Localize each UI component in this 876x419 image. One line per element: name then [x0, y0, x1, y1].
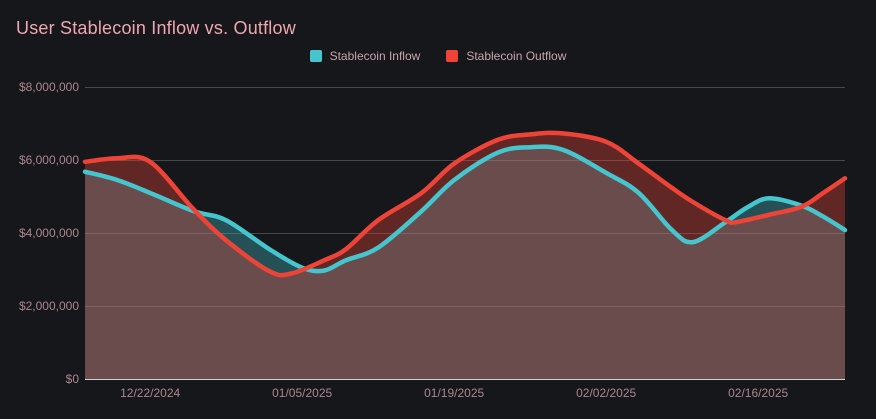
y-tick-label: $6,000,000 — [18, 153, 79, 167]
inflow-area — [85, 146, 845, 379]
x-tick-label: 01/19/2025 — [424, 386, 485, 400]
legend-item-inflow[interactable]: Stablecoin Inflow — [309, 49, 421, 63]
y-tick-label: $0 — [65, 372, 79, 386]
y-gridline — [85, 305, 845, 307]
x-axis-line — [85, 378, 845, 380]
x-tick-label: 01/05/2025 — [272, 386, 333, 400]
y-gridline — [85, 159, 845, 161]
legend-label-inflow: Stablecoin Inflow — [329, 49, 421, 63]
chart-legend: Stablecoin Inflow Stablecoin Outflow — [0, 49, 876, 63]
x-tick-label: 02/02/2025 — [576, 386, 637, 400]
y-gridline — [85, 86, 845, 88]
page-title: User Stablecoin Inflow vs. Outflow — [16, 18, 296, 38]
outflow-line — [82, 130, 848, 278]
inflow-swatch-icon — [309, 50, 322, 62]
y-tick-label: $2,000,000 — [18, 299, 79, 313]
x-tick-label: 02/16/2025 — [728, 386, 789, 400]
y-tick-label: $8,000,000 — [18, 80, 79, 94]
x-tick-label: 12/22/2024 — [120, 386, 181, 400]
y-tick-label: $4,000,000 — [18, 226, 79, 240]
y-gridline — [85, 232, 845, 234]
outflow-swatch-icon — [446, 50, 459, 62]
legend-item-outflow[interactable]: Stablecoin Outflow — [446, 49, 566, 63]
legend-label-outflow: Stablecoin Outflow — [466, 49, 567, 63]
outflow-area — [85, 132, 845, 379]
inflow-line — [82, 144, 848, 274]
